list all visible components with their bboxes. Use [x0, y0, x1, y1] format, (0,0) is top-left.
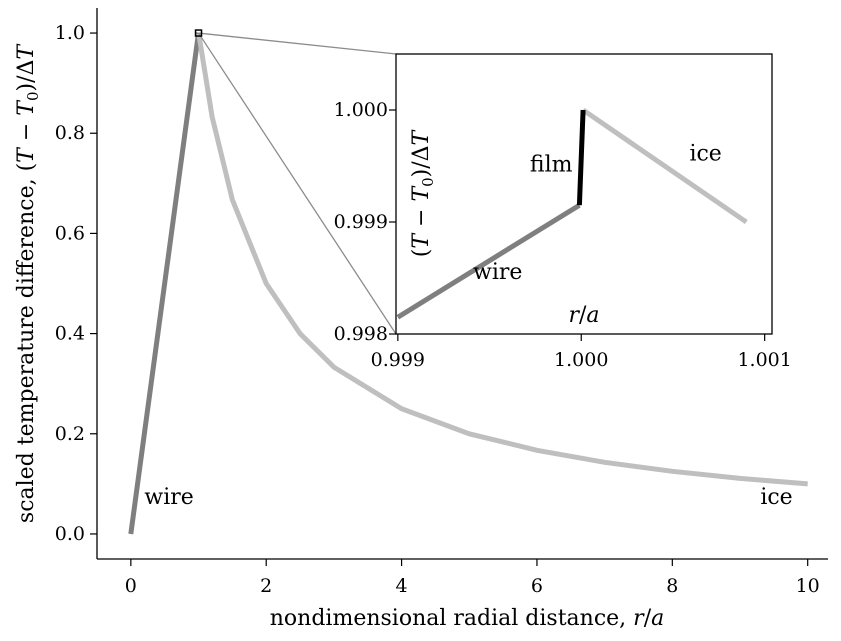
main-y-tick-label: 0.4 [55, 323, 85, 345]
inset-x-axis-label: r/a [568, 303, 599, 328]
main-plot: 0 2 4 6 8 10 0.0 0.2 0.4 0.6 0.8 1.0 wire ice [55, 8, 828, 597]
main-x-axis-label: nondimensional radial distance, r/a [270, 606, 664, 631]
zoom-indicator-box [194, 29, 203, 37]
inset-y-tick-label: 0.999 [334, 211, 388, 233]
inset-annotations: film wire ice [473, 141, 722, 285]
zoom-connector-bottom [197, 32, 397, 335]
main-x-tick-label: 2 [260, 575, 272, 597]
inset-series-film [576, 109, 586, 206]
inset-annotation-ice: ice [689, 141, 721, 166]
main-annotation-wire: wire [144, 485, 193, 510]
inset-series-ice [581, 107, 748, 225]
inset-y-ticks: 0.998 0.999 1.000 [334, 99, 396, 345]
main-y-tick-label: 0.8 [55, 122, 85, 144]
main-series-wire [128, 32, 201, 535]
main-annotations: wire ice [144, 485, 792, 510]
main-series-ice [196, 32, 808, 487]
zoom-connector-top [198, 32, 397, 55]
inset-x-tick-label: 1.000 [554, 349, 608, 371]
inset-plot: 0.999 1.000 1.001 0.998 0.999 1.000 film wire… [334, 53, 792, 371]
inset-x-tick-label: 0.999 [371, 349, 425, 371]
inset-frame [395, 53, 773, 335]
main-x-tick-label: 4 [396, 575, 408, 597]
main-y-tick-label: 0.6 [55, 222, 85, 244]
inset-x-ticks: 0.999 1.000 1.001 [371, 334, 792, 371]
inset-y-tick-label: 1.000 [334, 99, 388, 121]
inset-series-wire [396, 203, 581, 320]
inset-series-group [396, 107, 748, 320]
inset-y-axis-label: (T − T0)/ΔT [409, 128, 437, 257]
inset-annotation-wire: wire [473, 260, 522, 285]
main-y-tick-label: 0.0 [55, 523, 85, 545]
main-annotation-ice: ice [760, 485, 792, 510]
main-y-tick-label: 1.0 [55, 22, 85, 44]
inset-y-tick-label: 0.998 [334, 323, 388, 345]
main-x-tick-label: 6 [531, 575, 543, 597]
main-x-ticks: 0 2 4 6 8 10 [125, 559, 820, 597]
main-y-axis-label: scaled temperature difference, (T − T0)/… [14, 43, 42, 523]
main-y-ticks: 0.0 0.2 0.4 0.6 0.8 1.0 [55, 22, 97, 545]
main-y-tick-label: 0.2 [55, 423, 85, 445]
inset-x-tick-label: 1.001 [737, 349, 791, 371]
main-x-tick-label: 8 [666, 575, 678, 597]
main-x-tick-label: 0 [125, 575, 137, 597]
main-x-tick-label: 10 [796, 575, 820, 597]
inset-annotation-film: film [530, 153, 573, 178]
zoom-connectors [194, 29, 397, 335]
